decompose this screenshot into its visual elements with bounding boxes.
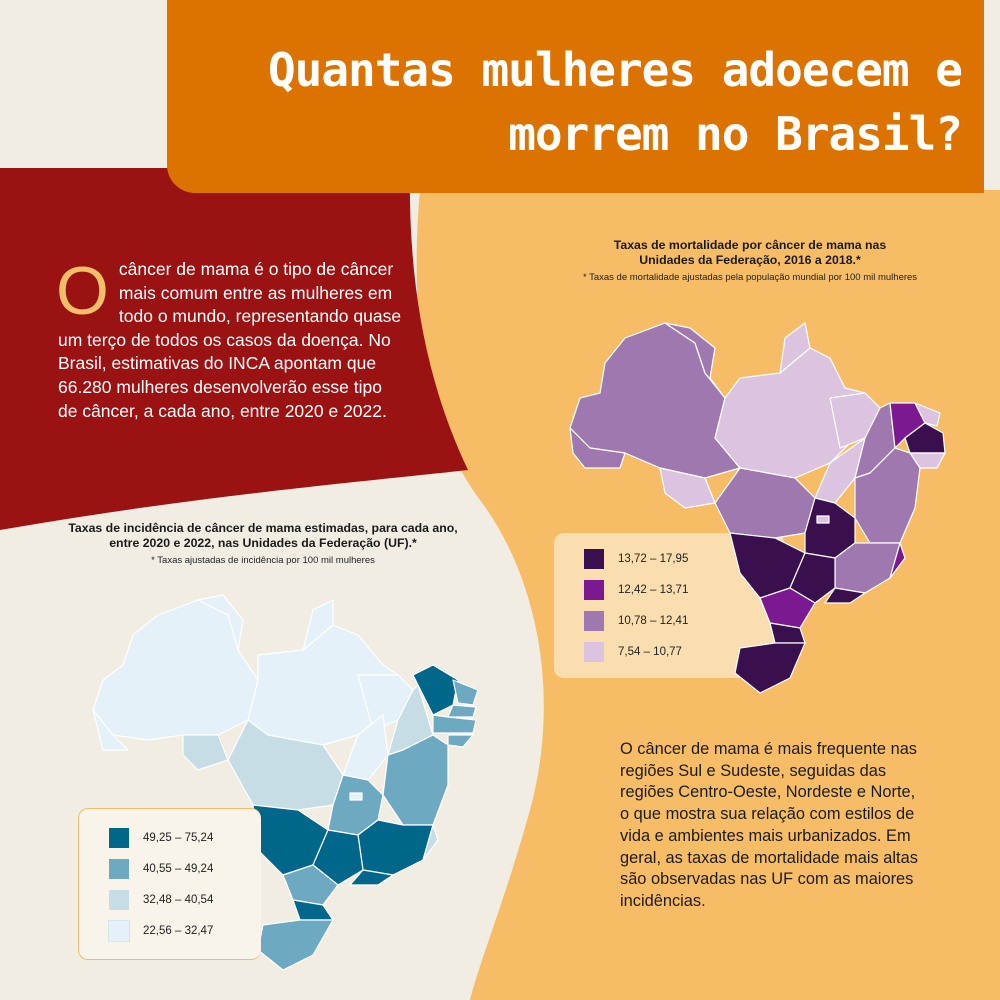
state-to: [342, 714, 389, 781]
mortality-map-note: * Taxas de mortalidade ajustadas pela po…: [582, 272, 918, 283]
state-pe: [904, 422, 946, 454]
state-df: [816, 515, 830, 524]
state-rn: [452, 679, 479, 706]
mortality-legend-item: 10,78 – 12,41: [584, 610, 688, 632]
legend-swatch: [584, 611, 604, 631]
legend-swatch: [109, 890, 129, 910]
legend-swatch: [584, 642, 604, 662]
legend-swatch: [584, 549, 604, 569]
state-sc: [292, 899, 334, 921]
state-ac: [569, 427, 626, 469]
state-rj: [349, 869, 394, 886]
state-al: [447, 734, 474, 748]
state-rs: [257, 919, 334, 971]
mortality-map-note-wrap: * Taxas de mortalidade ajustadas pela po…: [540, 268, 960, 285]
legend-label: 32,48 – 40,54: [143, 894, 214, 906]
incidence-map-heading: Taxas de incidência de câncer de mama es…: [68, 521, 458, 568]
incidence-map-title: Taxas de incidência de câncer de mama es…: [68, 521, 458, 550]
mortality-legend: 13,72 – 17,95 12,42 – 13,71 10,78 – 12,4…: [554, 533, 784, 678]
state-ac: [92, 709, 129, 751]
state-df: [349, 792, 363, 801]
state-ro: [182, 734, 229, 771]
legend-label: 40,55 – 49,24: [143, 863, 214, 875]
legend-swatch: [108, 920, 130, 942]
state-to: [814, 437, 866, 504]
state-mg: [834, 542, 901, 594]
legend-label: 12,42 – 13,71: [618, 584, 689, 596]
legend-label: 22,56 – 32,47: [143, 925, 214, 937]
incidence-legend-item: 22,56 – 32,47: [108, 920, 214, 942]
state-ro: [659, 467, 716, 509]
mortality-map-title: Taxas de mortalidade por câncer de mama …: [613, 238, 887, 267]
dropcap-letter: O: [56, 253, 109, 329]
state-mt: [714, 467, 816, 539]
state-rs: [734, 642, 806, 694]
mortality-legend-item: 12,42 – 13,71: [584, 579, 688, 601]
state-pe: [432, 714, 477, 734]
legend-swatch: [109, 828, 129, 848]
incidence-map-note: * Taxas ajustadas de incidência por 100 …: [151, 555, 375, 566]
state-mg: [357, 819, 434, 876]
state-es: [422, 824, 439, 861]
legend-label: 49,25 – 75,24: [143, 832, 214, 844]
legend-label: 7,54 – 10,77: [618, 646, 682, 658]
state-pb: [447, 704, 477, 718]
incidence-legend-item: 40,55 – 49,24: [109, 858, 213, 880]
legend-label: 13,72 – 17,95: [618, 553, 689, 565]
legend-swatch: [109, 859, 129, 879]
state-rr: [197, 594, 244, 651]
title-banner: Quantas mulheres adoecem e morrem no Bra…: [167, 0, 984, 193]
state-pr: [282, 864, 339, 906]
incidence-brazil-map: [92, 594, 479, 971]
red-panel: [0, 168, 468, 530]
page-title: Quantas mulheres adoecem e morrem no Bra…: [267, 43, 963, 161]
state-ap: [302, 599, 334, 651]
state-es: [889, 542, 906, 579]
incidence-legend-item: 32,48 – 40,54: [109, 889, 213, 911]
incidence-legend: 49,25 – 75,24 40,55 – 49,24 32,48 – 40,5…: [78, 808, 261, 960]
legend-swatch: [584, 580, 604, 600]
mortality-map-heading: Taxas de mortalidade por câncer de mama …: [590, 238, 910, 268]
incidence-legend-item: 49,25 – 75,24: [109, 827, 213, 849]
mortality-legend-item: 13,72 – 17,95: [584, 548, 688, 570]
legend-label: 10,78 – 12,41: [618, 615, 689, 627]
state-rj: [824, 587, 866, 604]
mortality-brazil-map: [569, 322, 946, 694]
state-rr: [664, 322, 726, 399]
state-pr: [759, 587, 816, 629]
state-ba: [854, 447, 921, 544]
closing-paragraph: O câncer de mama é mais frequente nas re…: [620, 740, 918, 910]
intro-text: câncer de mama é o tipo de câncer mais c…: [58, 259, 402, 421]
state-ap: [779, 322, 811, 374]
state-rn: [914, 402, 941, 427]
mortality-legend-item: 7,54 – 10,77: [584, 641, 682, 663]
